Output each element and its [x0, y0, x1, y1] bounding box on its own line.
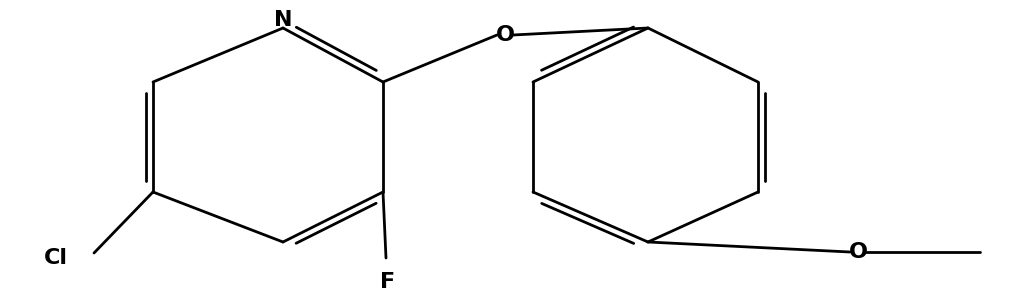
Text: N: N	[274, 10, 292, 30]
Text: Cl: Cl	[44, 248, 68, 268]
Text: O: O	[496, 25, 514, 45]
Text: F: F	[381, 272, 396, 292]
Text: O: O	[849, 242, 868, 262]
